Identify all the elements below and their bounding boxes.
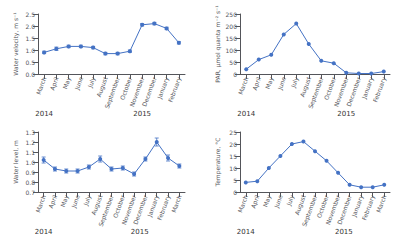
- svg-text:April: April: [48, 75, 60, 91]
- svg-text:150: 150: [226, 35, 238, 42]
- svg-text:October: October: [315, 193, 330, 219]
- svg-text:20: 20: [229, 141, 237, 148]
- svg-text:15: 15: [229, 153, 237, 160]
- svg-text:August: August: [293, 193, 307, 216]
- svg-text:April: April: [251, 75, 263, 91]
- svg-text:0.9: 0.9: [25, 169, 35, 176]
- svg-text:July: July: [82, 193, 94, 207]
- svg-text:May: May: [261, 193, 273, 208]
- svg-text:5: 5: [233, 177, 237, 184]
- svg-text:May: May: [264, 75, 276, 90]
- svg-text:Water velocity, m s⁻¹: Water velocity, m s⁻¹: [12, 12, 20, 76]
- svg-text:2015: 2015: [133, 110, 151, 118]
- svg-text:March: March: [35, 76, 48, 96]
- svg-text:1.3: 1.3: [25, 129, 35, 136]
- svg-text:December: December: [140, 75, 157, 107]
- svg-text:February: February: [360, 193, 377, 221]
- svg-text:November: November: [324, 193, 342, 226]
- svg-text:0.7: 0.7: [25, 189, 35, 196]
- svg-text:2015: 2015: [337, 110, 355, 118]
- svg-text:0.0: 0.0: [25, 71, 35, 78]
- svg-text:September: September: [96, 193, 115, 228]
- svg-text:1.2: 1.2: [25, 139, 35, 146]
- svg-text:2014: 2014: [237, 228, 255, 236]
- svg-text:March: March: [236, 194, 249, 214]
- svg-text:1.5: 1.5: [25, 35, 35, 42]
- svg-text:2.5: 2.5: [25, 11, 35, 18]
- svg-text:August: August: [94, 75, 109, 98]
- svg-text:July: July: [285, 193, 297, 207]
- svg-text:0: 0: [233, 189, 237, 196]
- svg-text:November: November: [128, 75, 146, 108]
- svg-text:June: June: [272, 194, 284, 210]
- svg-text:0.5: 0.5: [25, 59, 35, 66]
- svg-text:Temperature, °C: Temperature, °C: [214, 137, 222, 187]
- svg-text:February: February: [166, 75, 183, 103]
- svg-text:April: April: [249, 193, 261, 209]
- svg-text:July: July: [86, 75, 98, 89]
- svg-text:September: September: [300, 193, 319, 228]
- svg-text:100: 100: [226, 47, 238, 54]
- svg-text:May: May: [58, 193, 70, 208]
- svg-text:2.0: 2.0: [25, 23, 35, 30]
- svg-text:1.1: 1.1: [25, 149, 35, 156]
- svg-text:June: June: [276, 76, 288, 92]
- svg-text:2014: 2014: [35, 228, 53, 236]
- svg-text:1.0: 1.0: [25, 47, 35, 54]
- svg-text:August: August: [298, 75, 312, 98]
- svg-text:2015: 2015: [335, 228, 353, 236]
- svg-text:June: June: [69, 194, 81, 210]
- svg-text:February: February: [371, 75, 388, 103]
- svg-text:March: March: [237, 76, 250, 96]
- svg-text:March: March: [170, 194, 183, 214]
- svg-text:200: 200: [226, 23, 238, 30]
- svg-text:December: December: [336, 193, 353, 225]
- svg-text:January: January: [350, 193, 365, 218]
- svg-text:January: January: [145, 193, 160, 218]
- svg-text:10: 10: [229, 165, 237, 172]
- svg-text:0: 0: [233, 71, 237, 78]
- svg-text:September: September: [103, 75, 122, 109]
- svg-text:January: January: [360, 75, 375, 100]
- svg-text:May: May: [61, 75, 73, 90]
- svg-text:250: 250: [226, 11, 238, 18]
- svg-text:November: November: [120, 193, 138, 226]
- svg-text:October: October: [111, 193, 127, 219]
- svg-text:PAR, μmol quanta m⁻² s⁻¹: PAR, μmol quanta m⁻² s⁻¹: [214, 5, 222, 83]
- svg-text:25: 25: [229, 129, 237, 136]
- svg-text:50: 50: [229, 59, 237, 66]
- svg-text:October: October: [322, 75, 337, 101]
- svg-text:July: July: [289, 75, 301, 89]
- svg-text:February: February: [156, 193, 173, 221]
- svg-text:2014: 2014: [237, 110, 255, 118]
- svg-text:2015: 2015: [131, 228, 149, 236]
- svg-text:December: December: [345, 75, 362, 107]
- svg-text:June: June: [73, 76, 85, 92]
- svg-text:1.0: 1.0: [25, 159, 35, 166]
- svg-text:October: October: [118, 75, 134, 101]
- svg-text:March: March: [34, 194, 47, 214]
- svg-text:0.8: 0.8: [25, 179, 35, 186]
- svg-text:August: August: [89, 193, 104, 216]
- svg-text:January: January: [155, 75, 170, 100]
- svg-text:Water level, m: Water level, m: [12, 140, 19, 184]
- svg-text:November: November: [332, 75, 350, 108]
- svg-text:2014: 2014: [35, 110, 53, 118]
- svg-text:March: March: [375, 194, 388, 214]
- svg-text:December: December: [131, 193, 148, 225]
- svg-text:April: April: [47, 193, 59, 209]
- svg-text:September: September: [307, 75, 326, 109]
